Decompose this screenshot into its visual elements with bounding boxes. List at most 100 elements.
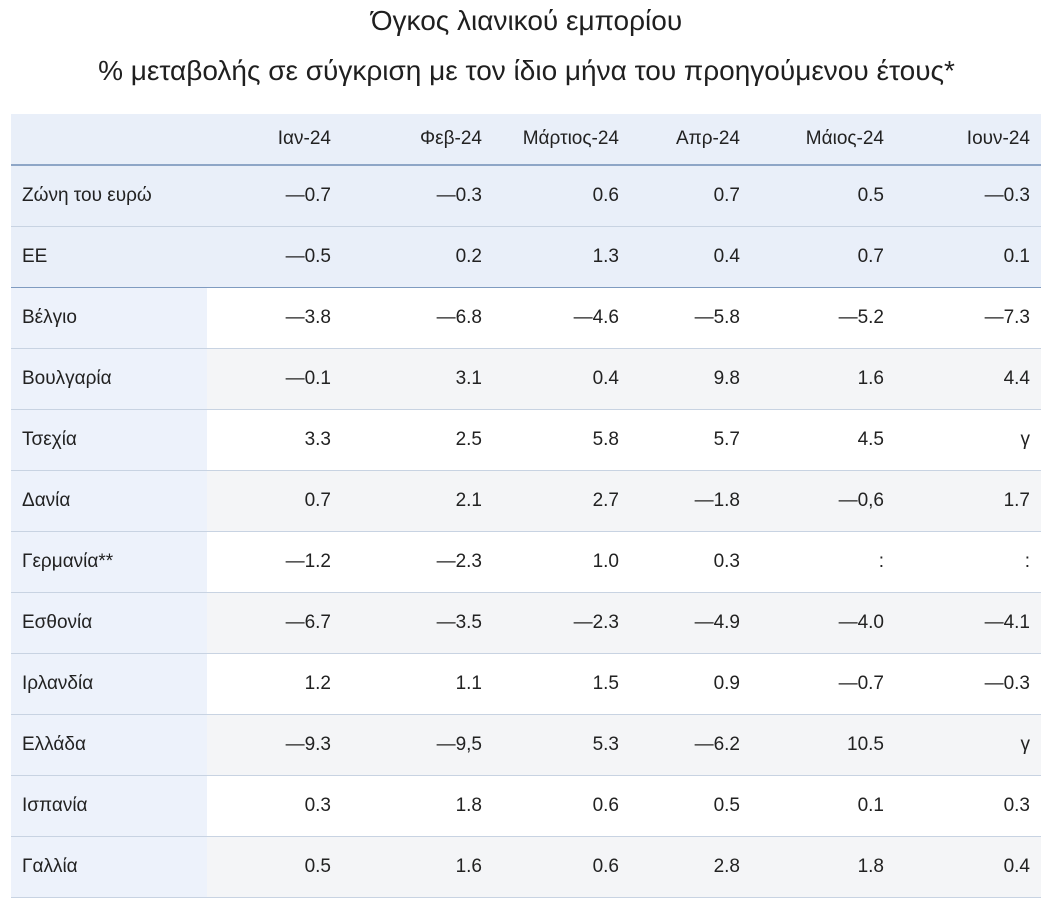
table-cell: γ [895,714,1041,776]
table-cell: 0.7 [630,165,751,227]
row-label-country: Ιρλανδία [11,653,207,715]
table-row: Εσθονία —6.7 —3.5 —2.3 —4.9 —4.0 —4.1 [11,592,1041,654]
column-header: Απρ-24 [630,114,751,166]
table-cell: —5.8 [630,287,751,349]
table-cell: —0.7 [207,165,342,227]
table-title: Όγκος λιανικού εμπορίου [370,5,683,36]
table-row: Γερμανία** —1.2 —2.3 1.0 0.3:: [11,531,1041,593]
row-label-country: Βουλγαρία [11,348,207,410]
table-cell: 0.6 [493,775,630,837]
table-cell: 0.5 [751,165,895,227]
table-cell: : [751,531,895,593]
table-cell: 0.1 [895,226,1041,288]
table-row: Ελλάδα —9.3 —9,5 5.3 —6.2 10.5 γ [11,714,1041,776]
column-header: Μάρτιος-24 [493,114,630,166]
table-row: ΕΕ —0.5 0.2 1.3 0.4 0.7 0.1 [11,226,1041,288]
table-cell: 10.5 [751,714,895,776]
table-cell: 0.7 [207,470,342,532]
table-cell: 1.8 [342,775,493,837]
table-cell: —3.8 [207,287,342,349]
table-cell: 0.4 [895,836,1041,898]
table-cell: —5.2 [751,287,895,349]
table-cell: 3.1 [342,348,493,410]
row-label-country: Ελλάδα [11,714,207,776]
table-subtitle: % μεταβολής σε σύγκριση με τον ίδιο μήνα… [98,55,955,86]
table-row: Ζώνη του ευρώ —0.7 —0.3 0.6 0.7 0.5 —0.3 [11,165,1041,227]
table-cell: 0.3 [207,775,342,837]
row-label-country: Γερμανία** [11,531,207,593]
table-cell: 1.0 [493,531,630,593]
table-cell: 0.1 [751,775,895,837]
table-cell: 2.5 [342,409,493,471]
header-corner [11,114,207,166]
table-cell: 0.5 [207,836,342,898]
table-cell: 4.4 [895,348,1041,410]
table-cell: 1.1 [342,653,493,715]
table-cell: —0.1 [207,348,342,410]
table-cell: 1.7 [895,470,1041,532]
table-cell: 3.3 [207,409,342,471]
table-cell: —0.7 [751,653,895,715]
row-label-country: Ζώνη του ευρώ [11,165,207,227]
table-cell: 2.8 [630,836,751,898]
table-cell: —9.3 [207,714,342,776]
table-cell: 0.9 [630,653,751,715]
table-cell: 0.2 [342,226,493,288]
column-header: Φεβ-24 [342,114,493,166]
retail-volume-table: Ιαν-24 Φεβ-24 Μάρτιος-24 Απρ-24 Μάιος-24… [11,114,1041,898]
table-cell: —4.1 [895,592,1041,654]
table-cell: —1.8 [630,470,751,532]
table-row: Δανία 0.7 2.1 2.7 —1.8 —0,6 1.7 [11,470,1041,532]
table-cell: 0.7 [751,226,895,288]
table-cell: 0.4 [630,226,751,288]
table-cell: —6.2 [630,714,751,776]
table-cell: 0.5 [630,775,751,837]
table-cell: 1.5 [493,653,630,715]
table-cell: 0.6 [493,165,630,227]
table-cell: γ [895,409,1041,471]
row-label-country: Ισπανία [11,775,207,837]
table-cell: 2.1 [342,470,493,532]
row-label-country: Βέλγιο [11,287,207,349]
column-header: Ιουν-24 [895,114,1041,166]
table-cell: —6.7 [207,592,342,654]
table-cell: —0.5 [207,226,342,288]
table-cell: —0.3 [342,165,493,227]
table-cell: 1.2 [207,653,342,715]
table-cell: —1.2 [207,531,342,593]
table-cell: 2.7 [493,470,630,532]
table-row: Γαλλία 0.5 1.6 0.6 2.8 1.8 0.4 [11,836,1041,898]
table-cell: —4.9 [630,592,751,654]
table-row: Βέλγιο —3.8 —6.8 —4.6 —5.8 —5.2 —7.3 [11,287,1041,349]
table-cell: —0.3 [895,653,1041,715]
table-cell: —2.3 [493,592,630,654]
table-cell: 5.3 [493,714,630,776]
table-cell: —4.0 [751,592,895,654]
table-cell: 9.8 [630,348,751,410]
table-cell: 1.8 [751,836,895,898]
header-row: Ιαν-24 Φεβ-24 Μάρτιος-24 Απρ-24 Μάιος-24… [11,114,1041,166]
table-cell: 0.3 [630,531,751,593]
column-header: Ιαν-24 [207,114,342,166]
row-label-country: Εσθονία [11,592,207,654]
table-cell: —2.3 [342,531,493,593]
table-cell: —4.6 [493,287,630,349]
table-cell: —6.8 [342,287,493,349]
table-cell: 1.3 [493,226,630,288]
table-row: Ισπανία 0.3 1.8 0.6 0.5 0.1 0.3 [11,775,1041,837]
table-row: Ιρλανδία 1.2 1.1 1.5 0.9 —0.7 —0.3 [11,653,1041,715]
table-row: Βουλγαρία —0.1 3.1 0.4 9.8 1.6 4.4 [11,348,1041,410]
row-label-country: Γαλλία [11,836,207,898]
table-cell: 0.3 [895,775,1041,837]
table-cell: 1.6 [751,348,895,410]
row-label-country: Δανία [11,470,207,532]
table-body: Ζώνη του ευρώ —0.7 —0.3 0.6 0.7 0.5 —0.3 ΕΕ —0.5… [11,165,1041,898]
table-cell: : [895,531,1041,593]
table-cell: 5.7 [630,409,751,471]
table-row: Τσεχία 3.3 2.5 5.8 5.7 4.5 γ [11,409,1041,471]
row-label-country: ΕΕ [11,226,207,288]
table-cell: 0.4 [493,348,630,410]
table-cell: 5.8 [493,409,630,471]
table-cell: —9,5 [342,714,493,776]
table-cell: 4.5 [751,409,895,471]
